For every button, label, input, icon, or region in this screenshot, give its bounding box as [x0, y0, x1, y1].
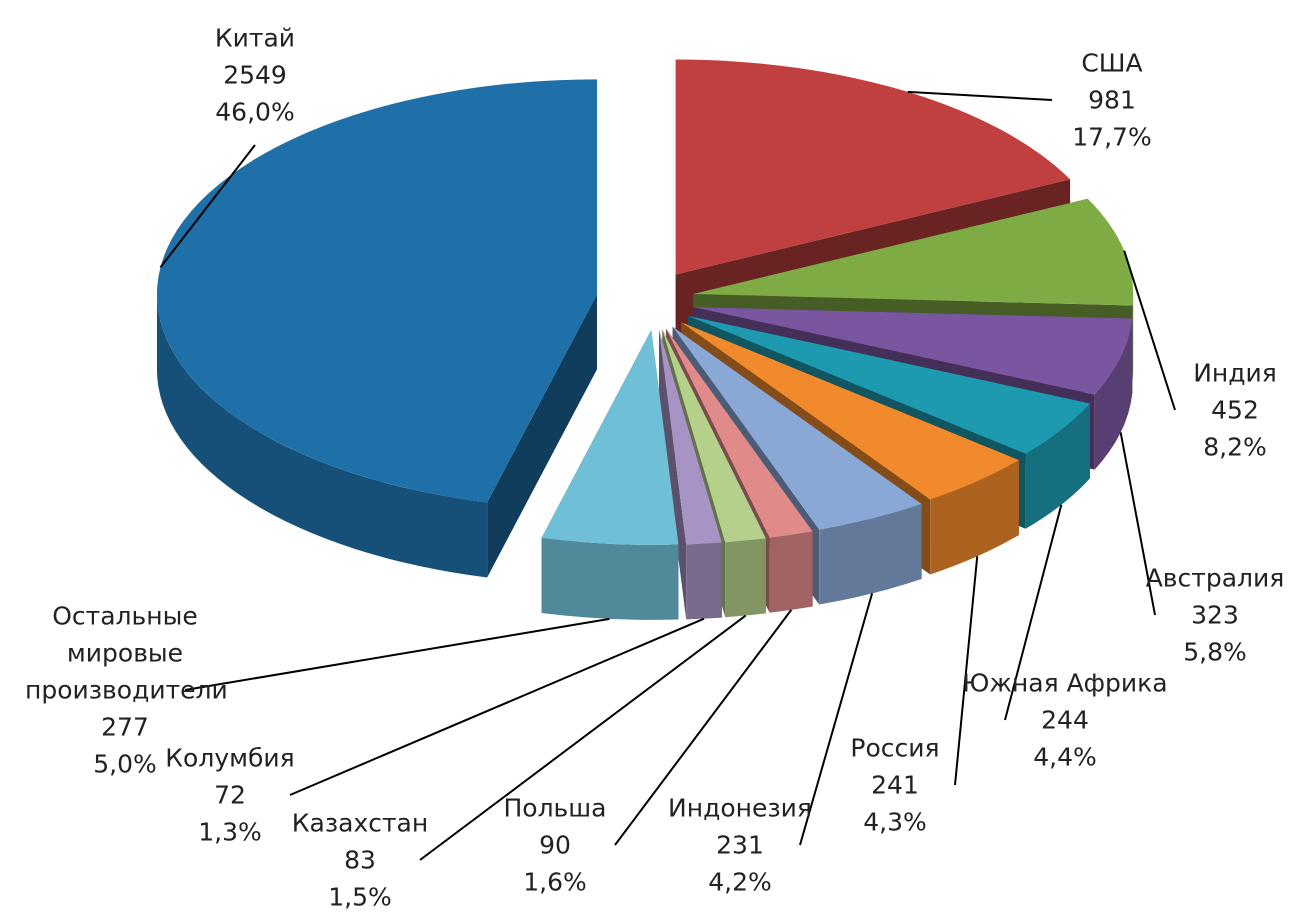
leader-line	[419, 614, 747, 861]
data-label: Россия 241 4,3%	[765, 730, 1025, 841]
slice	[693, 198, 1134, 306]
data-label: Южная Африка 244 4,4%	[935, 665, 1195, 776]
leader-line	[954, 556, 979, 786]
label-name: Южная Африка	[962, 668, 1168, 698]
leader-line	[184, 617, 610, 691]
label-name: Остальные мировые производители	[25, 601, 228, 705]
slice-rim	[156, 294, 488, 578]
label-value: 244	[1041, 705, 1089, 735]
data-label: США 981 17,7%	[982, 45, 1242, 156]
leader-line	[1123, 250, 1176, 411]
label-share: 4,4%	[1033, 742, 1097, 772]
leader-line	[1004, 504, 1063, 721]
slice-rim	[769, 531, 813, 613]
leader-line	[159, 144, 256, 268]
label-share: 17,7%	[1072, 122, 1152, 152]
slice	[672, 326, 922, 530]
label-share: 46,0%	[215, 97, 295, 127]
slice	[658, 329, 722, 545]
label-value: 90	[539, 830, 571, 860]
slice	[156, 79, 597, 503]
slice-wall	[658, 329, 687, 620]
label-name: Казахстан	[291, 808, 429, 838]
slice-rim	[725, 538, 766, 618]
label-name: Колумбия	[165, 743, 295, 773]
slice-rim	[686, 542, 722, 620]
label-value: 981	[1088, 85, 1136, 115]
label-value: 2549	[223, 60, 287, 90]
slice	[681, 322, 1019, 500]
data-label: Китай 2549 46,0%	[125, 20, 385, 131]
leader-line	[907, 90, 1053, 101]
label-value: 323	[1191, 600, 1239, 630]
slice-rim	[1094, 318, 1133, 470]
data-label: Индия 452 8,2%	[1105, 355, 1293, 466]
slice-rim	[930, 460, 1019, 575]
data-label: Остальные мировые производители 277 5,0%	[25, 598, 228, 783]
slice	[675, 59, 1071, 275]
label-share: 5,0%	[93, 749, 157, 779]
label-value: 277	[101, 712, 149, 742]
label-value: 83	[344, 845, 376, 875]
slice-wall	[487, 294, 597, 578]
label-share: 5,8%	[1183, 637, 1247, 667]
data-label: Австралия 323 5,8%	[1085, 560, 1293, 671]
label-value: 72	[214, 780, 246, 810]
label-value: 241	[871, 770, 919, 800]
slice	[692, 307, 1133, 395]
slice-rim	[1025, 403, 1090, 529]
label-value: 231	[716, 830, 764, 860]
slice	[688, 315, 1090, 454]
slice-rim	[819, 504, 922, 605]
label-name: Австралия	[1145, 563, 1285, 593]
data-label: Колумбия 72 1,3%	[100, 740, 360, 851]
label-value: 452	[1211, 395, 1259, 425]
slice-rim	[541, 538, 679, 620]
label-share: 1,5%	[328, 882, 392, 912]
label-name: Польша	[503, 793, 607, 823]
label-name: Россия	[850, 733, 940, 763]
slice-rim	[1132, 293, 1134, 381]
label-share: 1,6%	[523, 867, 587, 897]
slice	[666, 328, 813, 538]
label-share: 1,3%	[198, 817, 262, 847]
label-name: Китай	[214, 23, 296, 53]
data-label: Польша 90 1,6%	[425, 790, 685, 901]
data-label: Казахстан 83 1,5%	[230, 805, 490, 916]
slice	[662, 329, 766, 543]
label-share: 4,2%	[708, 867, 772, 897]
label-share: 8,2%	[1203, 432, 1267, 462]
leader-line	[799, 593, 874, 846]
leader-line	[1119, 432, 1156, 616]
label-name: Индия	[1193, 358, 1277, 388]
leader-line	[614, 609, 793, 846]
label-name: США	[1081, 48, 1143, 78]
label-share: 4,3%	[863, 807, 927, 837]
label-name: Индонезия	[668, 793, 812, 823]
data-label: Индонезия 231 4,2%	[610, 790, 870, 901]
slice	[541, 329, 679, 545]
leader-line	[289, 617, 705, 796]
